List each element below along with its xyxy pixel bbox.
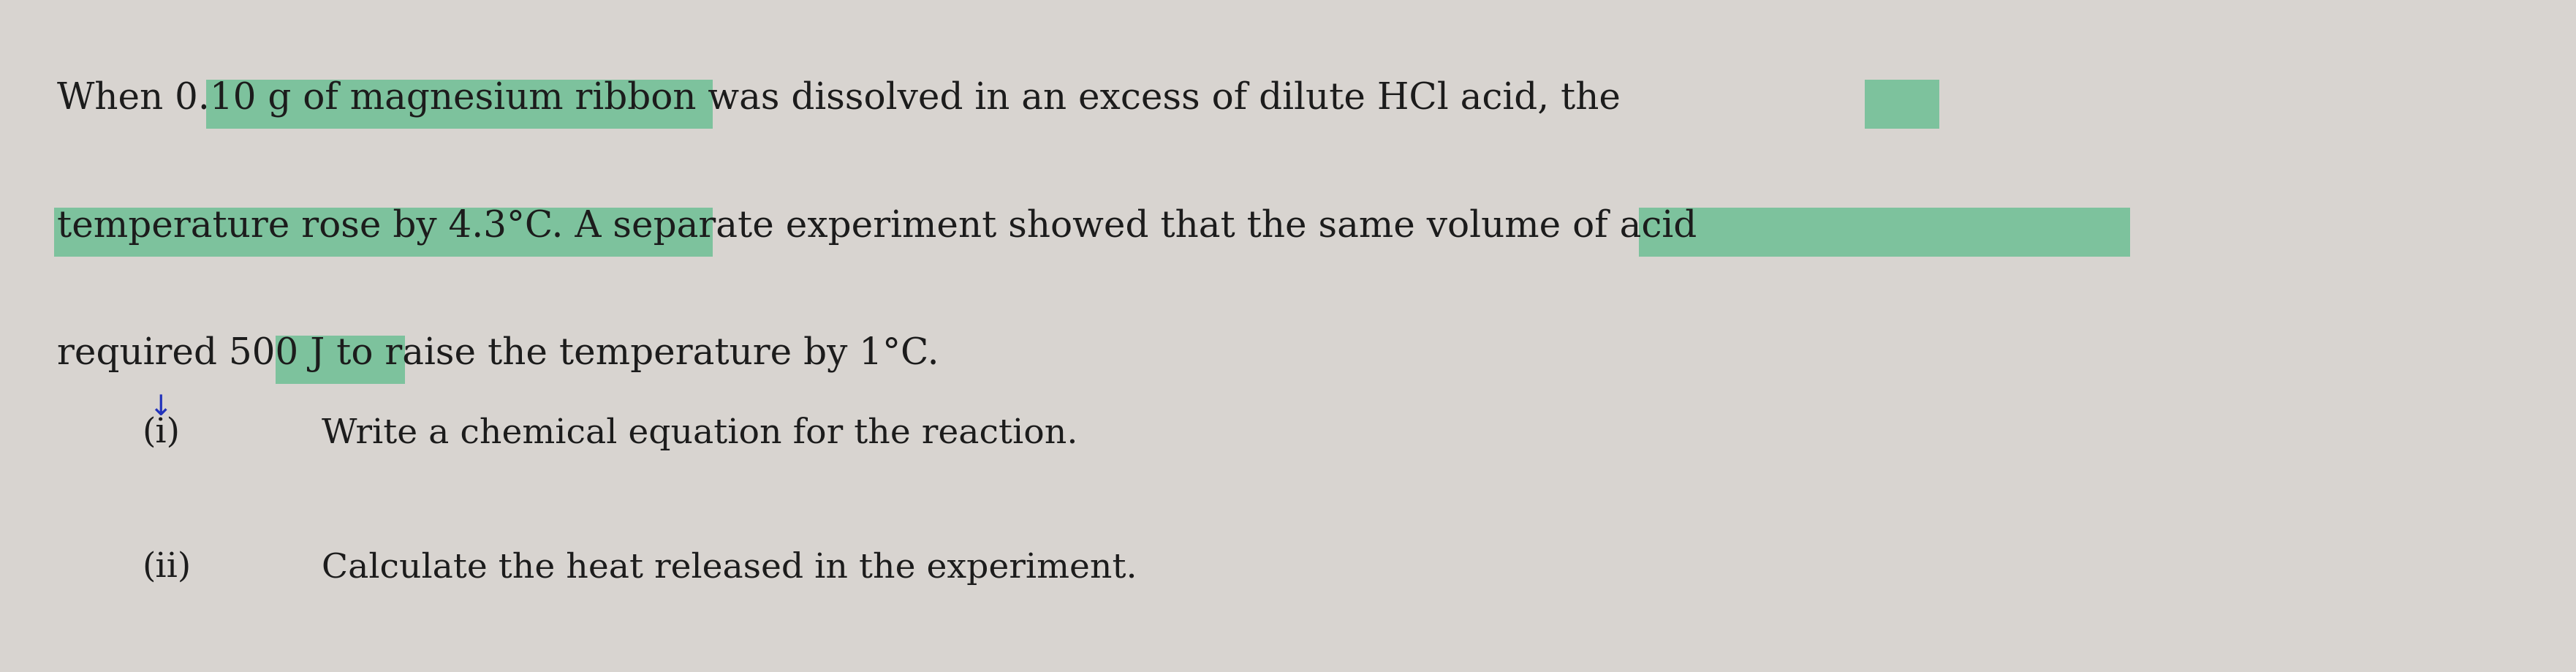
Text: Calculate the heat released in the experiment.: Calculate the heat released in the exper… — [322, 551, 1139, 585]
Text: When 0.10 g of magnesium ribbon was dissolved in an excess of dilute HCl acid, t: When 0.10 g of magnesium ribbon was diss… — [57, 81, 1620, 117]
Bar — [1865, 80, 1940, 129]
Bar — [206, 80, 714, 129]
Bar — [1638, 208, 2130, 257]
Bar — [276, 335, 404, 384]
Text: temperature rose by 4.3°C. A separate experiment showed that the same volume of : temperature rose by 4.3°C. A separate ex… — [57, 208, 1698, 245]
Bar — [54, 208, 714, 257]
Text: (ii): (ii) — [142, 551, 191, 584]
Text: required 500 J to raise the temperature by 1°C.: required 500 J to raise the temperature … — [57, 336, 938, 372]
Text: Write a chemical equation for the reaction.: Write a chemical equation for the reacti… — [322, 417, 1079, 450]
Text: (i): (i) — [142, 417, 180, 450]
Text: ↓: ↓ — [149, 393, 173, 421]
